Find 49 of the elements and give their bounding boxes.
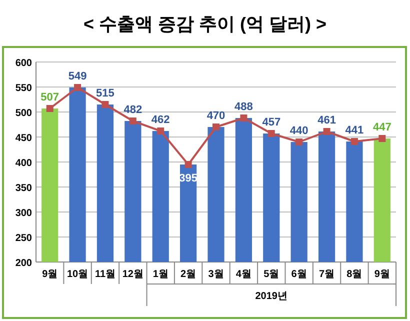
point bbox=[46, 105, 54, 112]
x-tick-label: 4월 bbox=[236, 269, 252, 280]
x-tick-label: 8월 bbox=[346, 269, 362, 280]
y-tick-label: 500 bbox=[15, 108, 32, 119]
x-tick-label: 5월 bbox=[264, 269, 280, 280]
data-label: 441 bbox=[345, 124, 364, 136]
data-label: 457 bbox=[262, 116, 281, 128]
x-tick-label: 11월 bbox=[94, 269, 116, 280]
y-tick-label: 450 bbox=[15, 133, 32, 144]
data-label: 462 bbox=[151, 114, 170, 126]
point bbox=[350, 138, 358, 145]
x-tick-label: 2월 bbox=[180, 269, 196, 280]
x-tick-label: 10월 bbox=[66, 269, 88, 280]
data-label: 507 bbox=[40, 92, 60, 104]
data-label: 440 bbox=[290, 125, 308, 137]
data-label: 515 bbox=[96, 88, 114, 100]
y-tick-label: 600 bbox=[15, 58, 32, 69]
x-tick-label: 12월 bbox=[122, 269, 144, 280]
point bbox=[157, 128, 164, 134]
y-tick-label: 200 bbox=[15, 258, 32, 269]
x-tick-label: 6월 bbox=[291, 269, 307, 280]
x-tick-label: 9월 bbox=[374, 269, 390, 280]
data-label: 482 bbox=[124, 104, 142, 116]
data-label: 549 bbox=[68, 70, 87, 82]
point bbox=[378, 135, 386, 142]
point bbox=[323, 128, 330, 135]
y-tick-label: 300 bbox=[15, 208, 32, 219]
data-label: 488 bbox=[234, 101, 253, 113]
data-label: 447 bbox=[372, 122, 392, 134]
chart-title: < 수출액 증감 추이 (억 달러) > bbox=[83, 14, 327, 34]
x-tick-label: 9월 bbox=[42, 269, 58, 280]
point bbox=[296, 138, 303, 146]
data-label: 470 bbox=[206, 110, 226, 122]
y-tick-label: 250 bbox=[15, 233, 32, 244]
data-label: 461 bbox=[318, 114, 336, 126]
x-tick-label: 7월 bbox=[318, 269, 335, 280]
point bbox=[240, 114, 248, 122]
point bbox=[212, 124, 220, 130]
point bbox=[74, 84, 82, 91]
point bbox=[129, 118, 136, 124]
y-tick-label: 400 bbox=[15, 158, 32, 169]
point bbox=[268, 130, 275, 137]
x-tick-label: 3월 bbox=[208, 269, 224, 280]
point bbox=[184, 161, 192, 168]
point bbox=[102, 101, 109, 108]
text: 2019년 bbox=[255, 291, 288, 302]
x-tick-label: 1월 bbox=[152, 269, 168, 280]
y-tick-label: 550 bbox=[15, 83, 32, 94]
y-tick-label: 350 bbox=[15, 183, 32, 194]
